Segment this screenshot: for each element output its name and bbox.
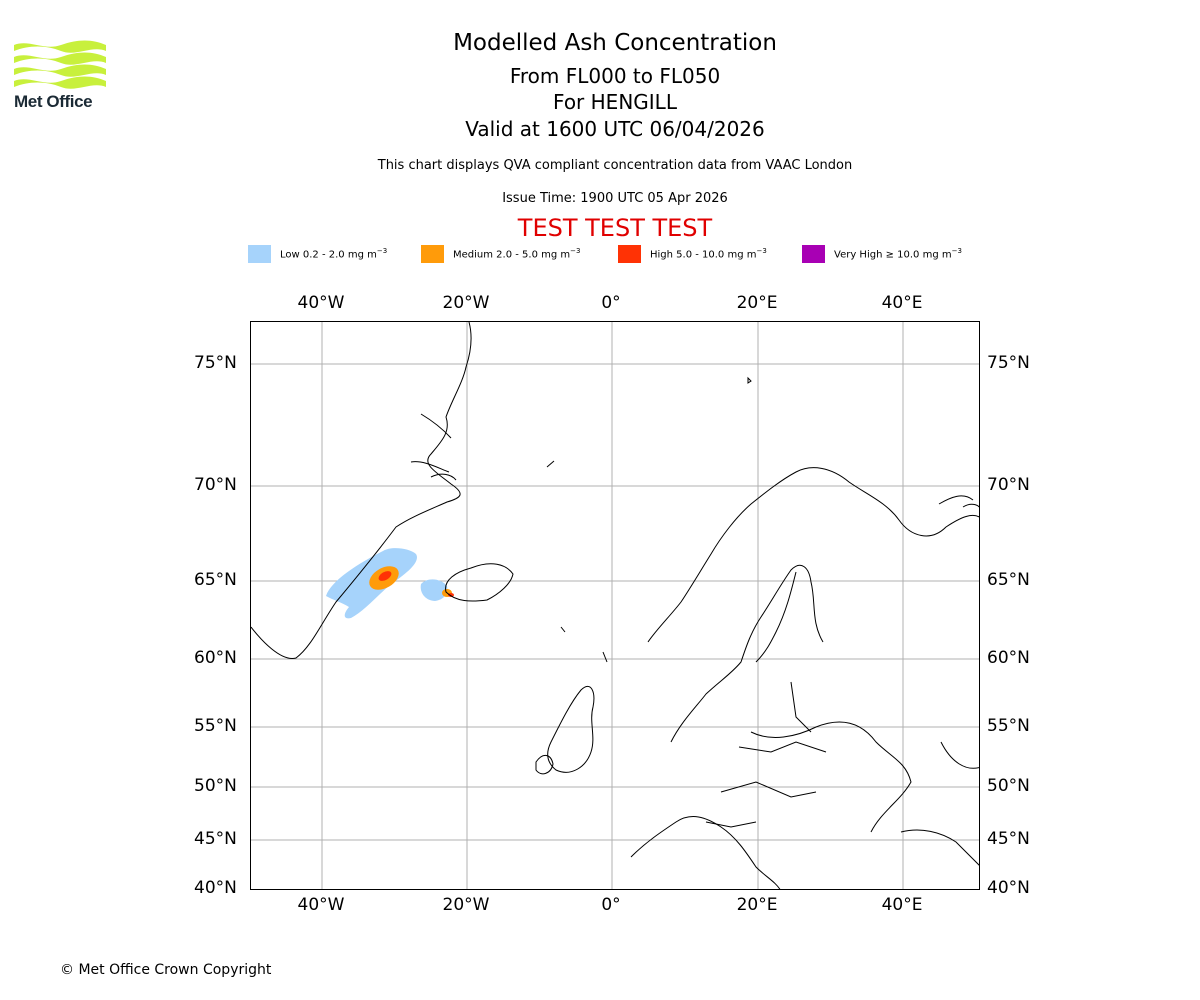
lon-label-bottom: 0°	[601, 895, 621, 915]
lat-label-right: 50°N	[987, 776, 1030, 796]
copyright-notice: © Met Office Crown Copyright	[60, 962, 272, 978]
legend-exp-very-high: −3	[951, 247, 962, 256]
lon-label-top: 20°E	[736, 293, 778, 313]
legend-swatch-very-high	[802, 245, 825, 263]
lat-label-left: 50°N	[194, 776, 237, 796]
test-banner: TEST TEST TEST	[517, 214, 713, 242]
lon-label-top: 40°W	[297, 293, 345, 313]
lon-label-bottom: 40°E	[881, 895, 923, 915]
lat-label-right: 40°N	[987, 878, 1030, 898]
lat-label-right: 75°N	[987, 353, 1030, 373]
chart-description: This chart displays QVA compliant concen…	[377, 158, 853, 173]
lat-label-right: 45°N	[987, 829, 1030, 849]
legend-label-high: High 5.0 - 10.0 mg m	[650, 249, 757, 261]
met-office-logo	[14, 40, 106, 89]
legend-swatch-low	[248, 245, 271, 263]
chart-title: Modelled Ash Concentration	[453, 30, 777, 56]
lat-label-left: 45°N	[194, 829, 237, 849]
legend-label-low: Low 0.2 - 2.0 mg m	[280, 249, 377, 261]
coastlines	[251, 322, 979, 889]
lon-label-bottom: 40°W	[297, 895, 345, 915]
lat-label-left: 65°N	[194, 570, 237, 590]
legend-label-medium: Medium 2.0 - 5.0 mg m	[453, 249, 571, 261]
issue-time: Issue Time: 1900 UTC 05 Apr 2026	[502, 191, 728, 206]
flight-level-range: From FL000 to FL050	[509, 64, 721, 88]
legend-exp-high: −3	[756, 247, 767, 256]
lon-label-top: 0°	[601, 293, 621, 313]
legend-label-very-high: Very High ≥ 10.0 mg m	[834, 249, 952, 261]
lat-label-left: 70°N	[194, 475, 237, 495]
lat-label-left: 75°N	[194, 353, 237, 373]
lat-label-right: 55°N	[987, 716, 1030, 736]
ash-map[interactable]	[250, 321, 980, 890]
legend-swatch-high	[618, 245, 641, 263]
map-canvas	[251, 322, 979, 889]
logo-wordmark: Met Office	[14, 92, 93, 111]
lat-label-left: 40°N	[194, 878, 237, 898]
lon-label-bottom: 20°E	[736, 895, 778, 915]
legend-exp-medium: −3	[570, 247, 581, 256]
lon-label-bottom: 20°W	[442, 895, 490, 915]
legend-item-medium: Medium 2.0 - 5.0 mg m−3	[421, 244, 580, 264]
legend-item-high: High 5.0 - 10.0 mg m−3	[618, 244, 767, 264]
lat-label-left: 60°N	[194, 648, 237, 668]
legend-swatch-medium	[421, 245, 444, 263]
legend-exp-low: −3	[376, 247, 388, 256]
lon-label-top: 40°E	[881, 293, 923, 313]
ash-high-area	[378, 571, 454, 597]
lat-label-right: 70°N	[987, 475, 1030, 495]
legend-item-very-high: Very High ≥ 10.0 mg m−3	[802, 244, 962, 264]
legend-item-low: Low 0.2 - 2.0 mg m−3	[248, 244, 387, 264]
lon-label-top: 20°W	[442, 293, 490, 313]
lat-label-right: 60°N	[987, 648, 1030, 668]
lat-label-left: 55°N	[194, 716, 237, 736]
valid-time: Valid at 1600 UTC 06/04/2026	[465, 117, 765, 141]
volcano-name: For HENGILL	[553, 90, 677, 114]
lat-label-right: 65°N	[987, 570, 1030, 590]
